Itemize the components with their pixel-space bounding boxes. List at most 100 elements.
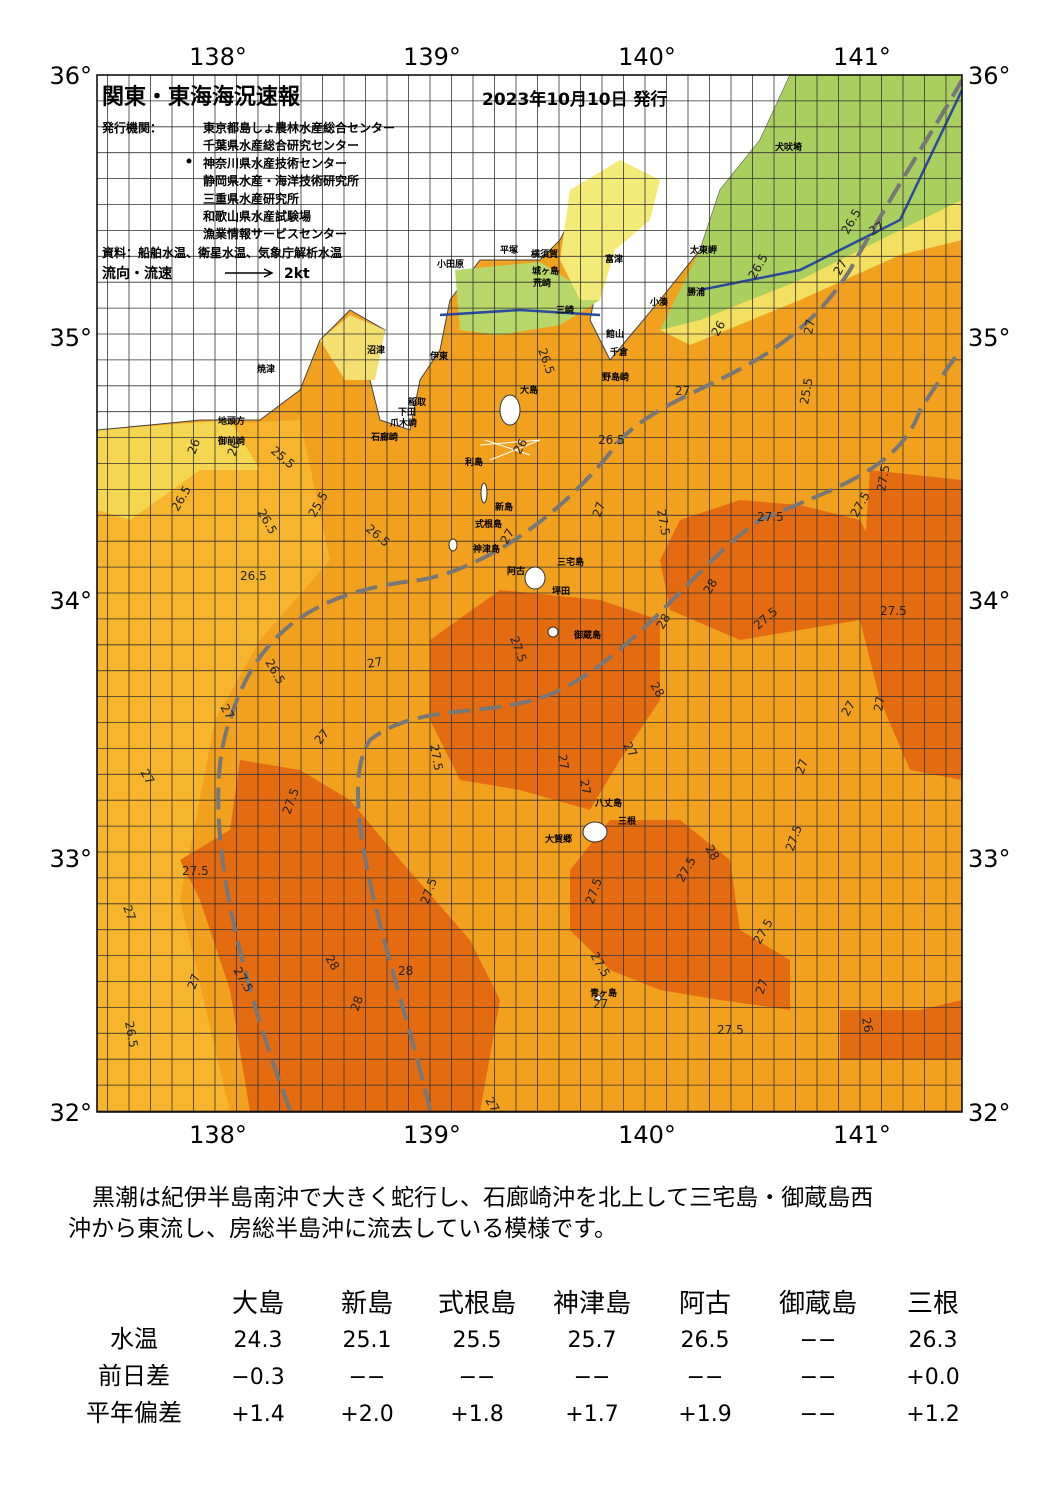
place-name: 平塚 [500, 244, 518, 256]
coastal-water [97, 420, 260, 520]
lat-label: 33° [968, 845, 1011, 873]
lat-label: 36° [968, 62, 1011, 90]
text-content: 東京都島しょ農林水産総合センター千葉県水産総合研究センター神奈川県水産技術センタ… [49, 43, 1010, 1427]
row-label: 水温 [110, 1325, 158, 1353]
contour-label: 26 [510, 436, 530, 456]
lat-label: 35° [49, 324, 92, 352]
grid [97, 75, 962, 1112]
contour-label: 27 [801, 318, 817, 335]
lon-label: 139° [403, 1121, 461, 1149]
lat-label: 32° [49, 1099, 92, 1127]
comment-line: 黒潮は紀伊半島南沖で大きく蛇行し、石廊崎沖を北上して三宅島・御蔵島西 [92, 1185, 873, 1211]
place-name: 横須賀 [531, 248, 558, 260]
kuroshio-path [356, 348, 962, 1111]
issuer: 漁業情報サービスセンター [203, 226, 347, 241]
place-name: 犬吠埼 [774, 141, 802, 153]
table-cell: −− [459, 1365, 496, 1390]
source: 資料：船舶水温、衛星水温、気象庁解析水温 [102, 245, 342, 260]
issuer: 三重県水産研究所 [203, 191, 299, 206]
northeast-front [660, 200, 962, 345]
place-name: 城ヶ島 [532, 265, 559, 277]
table-header: 御蔵島 [779, 1289, 857, 1319]
table-header: 大島 [232, 1289, 284, 1319]
table-cell: −− [349, 1365, 386, 1390]
issuer: 千葉県水産総合研究センター [203, 138, 359, 153]
place-name: 阿古 [507, 565, 525, 577]
table-cell: +1.9 [678, 1402, 731, 1427]
lat-label: 34° [49, 587, 92, 615]
table-cell: +1.4 [231, 1402, 284, 1427]
contour-label: 27.5 [182, 864, 209, 878]
contour-label: 27 [577, 778, 593, 795]
isotherm [439, 308, 601, 317]
contour-label: 27 [217, 702, 237, 722]
contour-label: 27.5 [654, 508, 672, 537]
table-cell: 26.3 [909, 1328, 958, 1353]
comment-line: 沖から東流し、房総半島沖に流去している模様です。 [68, 1216, 617, 1242]
issue-date: 2023年10月10日 発行 [482, 89, 668, 110]
suruga-bay [320, 315, 385, 380]
flow-arrows [479, 439, 541, 461]
table-header: 阿古 [679, 1289, 731, 1319]
place-name: 稲取 [408, 396, 427, 408]
table-cell: −0.3 [231, 1365, 284, 1390]
contour-label: 27.5 [717, 1023, 744, 1037]
place-name: 利島 [464, 456, 483, 468]
table-header: 式根島 [438, 1289, 516, 1319]
lat-label: 33° [49, 845, 92, 873]
place-name: 富津 [605, 253, 623, 265]
contour-label: 26 [708, 318, 728, 338]
place-name: 小湊 [649, 296, 669, 308]
place-name: 小田原 [436, 258, 464, 270]
place-name: 勝浦 [687, 286, 705, 298]
table-cell: +1.8 [450, 1402, 503, 1427]
contour-label: 27 [593, 997, 608, 1011]
issuer-label: 発行機関： [101, 120, 162, 135]
table-cell: 26.5 [681, 1328, 730, 1353]
contour-label: 26.5 [598, 433, 625, 447]
contour-label: 27 [753, 977, 771, 996]
contour-label: 26 [185, 437, 203, 456]
contour-label: 27 [830, 257, 850, 277]
lon-label: 140° [618, 43, 676, 71]
place-name: 青ヶ島 [590, 987, 617, 999]
place-name: 大島 [520, 384, 538, 396]
row-label: 平年偏差 [86, 1399, 182, 1427]
contour-label: 26 [225, 439, 243, 458]
lat-label: 35° [968, 324, 1011, 352]
bullet [186, 158, 192, 164]
place-name: 大賀郷 [545, 833, 572, 845]
sagami-bay [455, 262, 600, 335]
contour-label: 25.5 [797, 377, 815, 406]
lon-label: 140° [618, 1121, 676, 1149]
lat-label: 34° [968, 587, 1011, 615]
issuer: 静岡県水産・海洋技術研究所 [203, 173, 359, 188]
contour-label: 27 [555, 753, 571, 770]
place-name: 爪木崎 [390, 417, 417, 429]
contour-label: 26.5 [240, 569, 267, 583]
contour-label: 28 [653, 611, 673, 631]
lat-label: 32° [968, 1099, 1011, 1127]
place-name: 太東岬 [689, 244, 717, 256]
contour-label: 28 [322, 953, 342, 973]
place-name: 式根島 [475, 518, 502, 530]
table-cell: −− [574, 1365, 611, 1390]
contour-label: 28 [647, 680, 667, 700]
contour-label: 27 [185, 972, 203, 991]
flow-label: 流向・流速 [102, 265, 172, 282]
lon-label: 139° [403, 43, 461, 71]
table-cell: −− [687, 1365, 724, 1390]
place-name: 荒崎 [532, 277, 551, 289]
contour-label: 26 [859, 1016, 875, 1033]
place-name: 千倉 [610, 346, 629, 358]
place-name: 三宅島 [557, 556, 584, 568]
place-name: 御蔵島 [573, 629, 601, 641]
place-name: 石廊崎 [370, 431, 398, 443]
contour-label: 27 [366, 655, 383, 671]
place-name: 伊東 [429, 350, 448, 362]
place-name: 坪田 [552, 585, 570, 597]
contour-label: 28 [702, 843, 722, 863]
place-name: 神津島 [473, 543, 500, 555]
